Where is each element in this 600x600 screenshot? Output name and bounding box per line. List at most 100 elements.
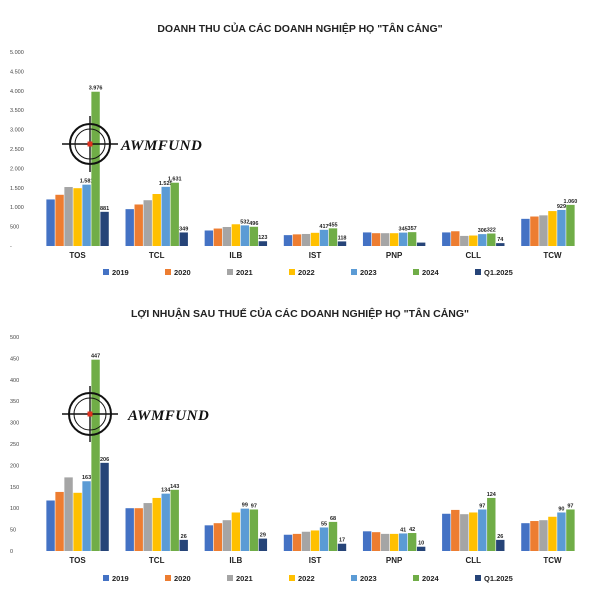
- revenue-ytick-label: -: [10, 244, 12, 250]
- revenue-bar-tcl-2022: [152, 194, 161, 246]
- watermark-1: AWMFUND: [62, 116, 202, 172]
- profit-bar-tos-q1-2025: [100, 462, 109, 551]
- profit-legend-swatch: [103, 575, 109, 581]
- profit-bar-tos-2024: [91, 359, 100, 551]
- profit-ytick-label: 300: [10, 421, 19, 427]
- revenue-legend-swatch: [165, 269, 171, 275]
- profit-bar-ilb-q1-2025: [258, 538, 268, 551]
- revenue-bar-ilb-2022: [231, 224, 241, 246]
- revenue-bar-pnp-q1-2025: [416, 242, 426, 246]
- profit-bar-ist-2024: [328, 521, 338, 551]
- revenue-legend-swatch: [103, 269, 109, 275]
- revenue-ytick-label: 3.000: [10, 128, 24, 134]
- profit-bar-tos-2019: [46, 500, 55, 551]
- revenue-legend-label: Q1.2025: [484, 268, 513, 277]
- profit-bar-tos-2021: [64, 477, 73, 551]
- revenue-bar-tos-2021: [64, 187, 73, 246]
- revenue-bar-pnp-2022: [389, 233, 399, 246]
- profit-bar-ilb-2023: [240, 508, 250, 551]
- profit-data-label: 42: [409, 527, 415, 533]
- revenue-ytick-label: 500: [10, 225, 19, 231]
- profit-bar-ist-2021: [301, 531, 311, 551]
- revenue-bar-tos-2022: [73, 188, 82, 246]
- revenue-bar-tos-2020: [55, 194, 64, 246]
- revenue-legend-swatch: [351, 269, 357, 275]
- revenue-data-label: 1.631: [168, 177, 182, 183]
- profit-bar-ilb-2021: [222, 520, 232, 551]
- profit-bar-tcl-2023: [161, 493, 170, 551]
- profit-data-label: 97: [479, 503, 485, 509]
- revenue-bar-ilb-2019: [204, 230, 214, 246]
- revenue-bar-cll-2020: [451, 231, 460, 246]
- revenue-legend-swatch: [227, 269, 233, 275]
- revenue-bar-ist-2019: [283, 235, 293, 246]
- profit-legend-label: 2021: [236, 574, 253, 583]
- revenue-data-label: 345: [399, 227, 408, 233]
- revenue-category-label: PNP: [386, 251, 403, 260]
- revenue-legend-label: 2019: [112, 268, 129, 277]
- profit-bar-tcl-2019: [125, 508, 134, 551]
- revenue-bar-tcw-2024: [566, 204, 575, 246]
- profit-legend-label: 2024: [422, 574, 440, 583]
- profit-bar-cll-2022: [469, 512, 478, 551]
- profit-data-label: 68: [330, 516, 336, 522]
- revenue-bar-tos-q1-2025: [100, 211, 109, 246]
- revenue-bar-tos-2023: [82, 184, 91, 246]
- profit-bar-tcw-2020: [530, 521, 539, 551]
- profit-legend-label: 2020: [174, 574, 191, 583]
- profit-data-label: 26: [497, 534, 503, 540]
- profit-ytick-label: 400: [10, 378, 19, 384]
- revenue-bar-tcl-2023: [161, 186, 170, 246]
- revenue-category-label: CLL: [466, 251, 482, 260]
- profit-ytick-label: 350: [10, 399, 19, 405]
- profit-legend-label: 2019: [112, 574, 129, 583]
- revenue-bar-ist-2023: [319, 229, 329, 246]
- revenue-bar-tcl-2024: [170, 182, 179, 246]
- revenue-bar-tcw-2022: [548, 211, 557, 246]
- profit-bar-tos-2020: [55, 491, 64, 551]
- profit-bar-tcl-2020: [134, 508, 143, 551]
- revenue-ytick-label: 4.500: [10, 69, 24, 75]
- watermark-2: AWMFUND: [62, 386, 209, 442]
- revenue-bar-tcl-q1-2025: [179, 232, 188, 246]
- profit-bar-pnp-2023: [398, 533, 408, 551]
- revenue-bar-pnp-2020: [371, 233, 381, 246]
- revenue-bar-tcw-2019: [521, 218, 530, 246]
- profit-data-label: 99: [242, 503, 248, 509]
- revenue-bar-tos-2024: [91, 91, 100, 246]
- revenue-legend-swatch: [289, 269, 295, 275]
- revenue-bar-ist-2022: [310, 232, 320, 246]
- profit-bar-tcw-2024: [566, 509, 575, 551]
- profit-bar-tcl-q1-2025: [179, 539, 188, 551]
- revenue-bar-tcl-2019: [125, 209, 134, 246]
- revenue-category-label: ILB: [229, 251, 242, 260]
- profit-bar-tos-2023: [82, 481, 91, 551]
- profit-bar-ist-q1-2025: [337, 543, 347, 551]
- revenue-ytick-label: 2.000: [10, 166, 24, 172]
- revenue-data-label: 3.976: [89, 86, 103, 92]
- profit-legend-swatch: [289, 575, 295, 581]
- profit-category-label: IST: [309, 556, 322, 565]
- crosshair-center-dot: [87, 411, 93, 417]
- revenue-ytick-label: 3.500: [10, 108, 24, 114]
- profit-ytick-label: 150: [10, 485, 19, 491]
- revenue-legend-swatch: [475, 269, 481, 275]
- crosshair-inner-ring: [73, 397, 107, 431]
- profit-bar-pnp-2021: [380, 533, 390, 551]
- profit-data-label: 17: [339, 538, 345, 544]
- profit-bar-tcl-2024: [170, 489, 179, 551]
- revenue-data-label: 532: [240, 219, 249, 225]
- profit-ytick-label: 50: [10, 528, 16, 534]
- watermark-text: AWMFUND: [120, 138, 202, 154]
- profit-data-label: 29: [260, 533, 266, 539]
- profit-bar-ist-2020: [292, 533, 302, 551]
- revenue-bar-tcw-2023: [557, 209, 566, 246]
- revenue-bar-cll-q1-2025: [496, 243, 505, 246]
- profit-data-label: 97: [567, 503, 573, 509]
- revenue-ytick-label: 1.000: [10, 205, 24, 211]
- profit-data-label: 97: [251, 503, 257, 509]
- revenue-data-label: 74: [497, 237, 504, 243]
- profit-bar-pnp-2024: [407, 533, 417, 551]
